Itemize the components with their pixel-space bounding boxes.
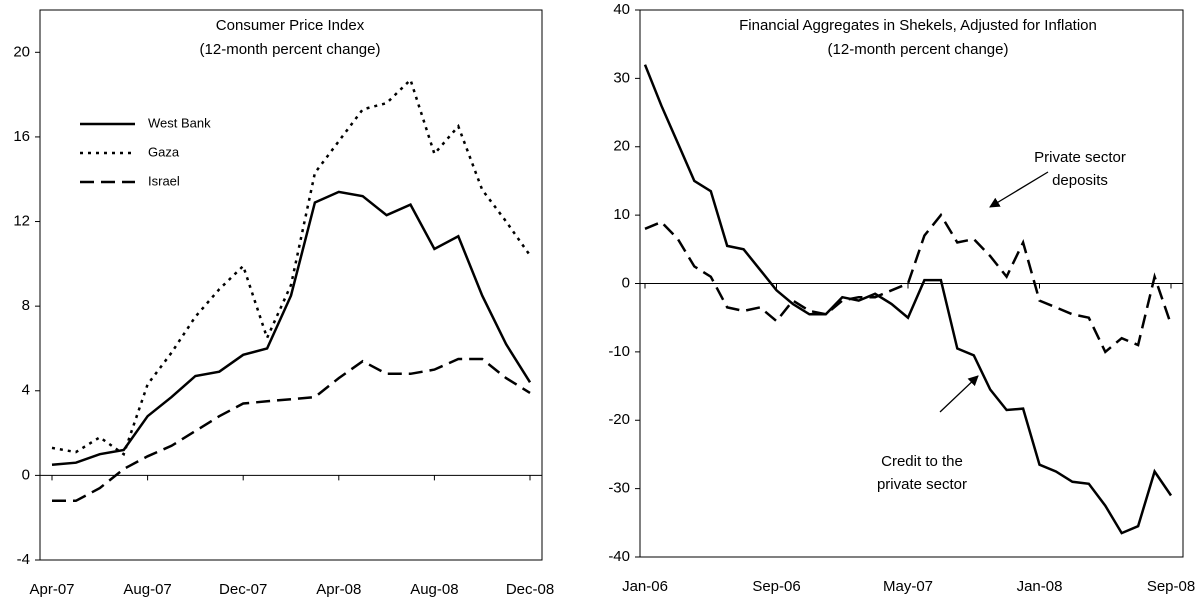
y-tick-label: 0 xyxy=(622,274,630,291)
chart-subtitle: (12-month percent change) xyxy=(200,41,381,58)
y-tick-label: 8 xyxy=(22,297,30,314)
x-tick-label: Sep-06 xyxy=(752,578,800,595)
x-tick-label: Sep-08 xyxy=(1147,578,1195,595)
y-tick-label: 40 xyxy=(613,1,630,18)
y-tick-label: -40 xyxy=(608,548,630,565)
y-tick-label: 20 xyxy=(13,43,30,60)
chart-subtitle: (12-month percent change) xyxy=(828,41,1009,58)
x-tick-label: Jan-06 xyxy=(622,578,668,595)
x-tick-label: Aug-07 xyxy=(123,581,171,598)
series-line xyxy=(51,77,532,457)
legend-label: Israel xyxy=(148,173,180,188)
x-tick-label: Apr-07 xyxy=(29,581,74,598)
y-tick-label: 30 xyxy=(613,69,630,86)
legend-label: West Bank xyxy=(148,115,211,130)
y-tick-label: -30 xyxy=(608,480,630,497)
chart-title: Consumer Price Index xyxy=(216,17,365,34)
annotation: Credit to the xyxy=(881,453,963,470)
y-tick-label: -10 xyxy=(608,343,630,360)
y-tick-label: 4 xyxy=(22,382,30,399)
legend-label: Gaza xyxy=(148,144,180,159)
x-tick-label: Aug-08 xyxy=(410,581,458,598)
y-tick-label: 0 xyxy=(22,466,30,483)
x-tick-label: May-07 xyxy=(883,578,933,595)
chart-title: Financial Aggregates in Shekels, Adjuste… xyxy=(739,17,1097,34)
arrow xyxy=(989,171,1049,208)
x-tick-label: Apr-08 xyxy=(316,581,361,598)
series-line xyxy=(52,357,531,503)
x-tick-label: Dec-08 xyxy=(506,581,554,598)
arrow xyxy=(939,375,979,413)
series-line xyxy=(643,64,1173,535)
annotation: Private sector xyxy=(1034,149,1126,166)
y-tick-label: -4 xyxy=(17,551,30,568)
y-tick-label: 10 xyxy=(613,206,630,223)
x-tick-label: Dec-07 xyxy=(219,581,267,598)
series-line xyxy=(51,190,532,467)
y-tick-label: -20 xyxy=(608,411,630,428)
annotation: deposits xyxy=(1052,172,1108,189)
series-line xyxy=(644,212,1173,354)
y-tick-label: 16 xyxy=(13,128,30,145)
x-tick-label: Jan-08 xyxy=(1017,578,1063,595)
y-tick-label: 20 xyxy=(613,138,630,155)
y-tick-label: 12 xyxy=(13,213,30,230)
annotation: private sector xyxy=(877,476,967,493)
plot-frame xyxy=(39,9,543,561)
